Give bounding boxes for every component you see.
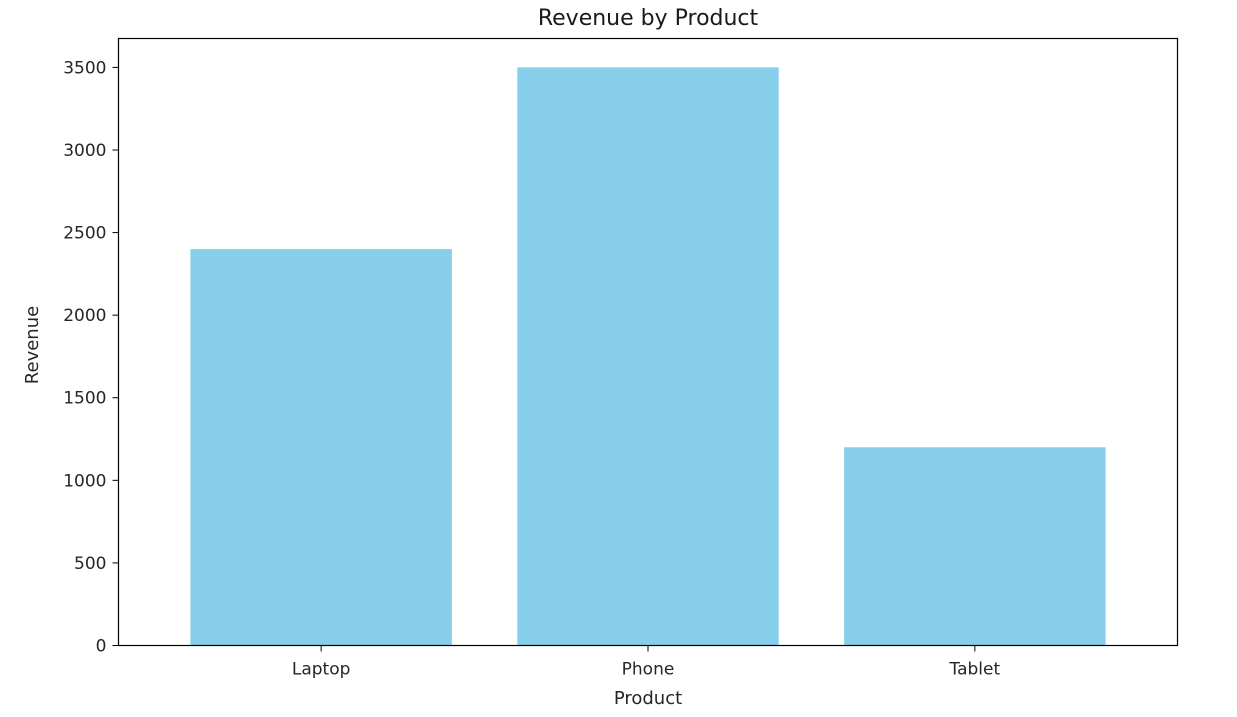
bar-laptop [190,249,452,646]
x-tick-label-phone: Phone [622,660,675,680]
bars-layer [190,67,1106,646]
plot-frame [117,37,1179,647]
x-tick-label-laptop: Laptop [292,660,351,680]
y-tick-label: 2500 [63,224,106,244]
bar-tablet [844,447,1106,646]
y-tick-label: 1000 [63,471,106,491]
y-tick-label: 0 [96,637,107,657]
x-axis-ticks: Laptop Phone Tablet [292,645,1001,680]
y-tick-label: 500 [74,554,106,574]
chart-title: Revenue by Product [538,6,759,31]
bar-phone [517,67,779,646]
y-tick-label: 3000 [63,141,106,161]
x-tick-label-tablet: Tablet [949,660,1001,680]
y-tick-label: 3500 [63,58,106,78]
x-axis-label: Product [614,688,682,709]
y-tick-label: 1500 [63,389,106,409]
y-axis-label: Revenue [22,306,43,384]
y-axis-ticks: 0 500 1000 1500 2000 2500 3000 3500 [63,58,119,657]
y-tick-label: 2000 [63,306,106,326]
